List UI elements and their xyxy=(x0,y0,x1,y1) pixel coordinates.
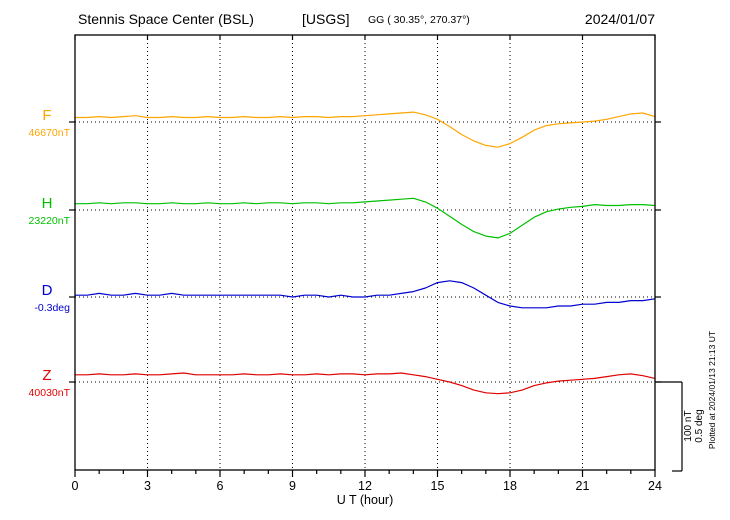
x-axis-label: U T (hour) xyxy=(337,493,394,507)
plot-frame xyxy=(74,34,656,471)
trace-H xyxy=(74,197,656,239)
x-tick-label-15: 15 xyxy=(431,479,445,493)
series-label-Z: Z xyxy=(42,367,51,384)
date-label: 2024/01/07 xyxy=(585,11,655,27)
trace-Z xyxy=(74,372,656,395)
series-value-D: -0.3deg xyxy=(34,302,70,314)
x-tick-label-6: 6 xyxy=(217,479,224,493)
geo-coords: GG ( 30.35°, 270.37°) xyxy=(368,14,470,26)
axis-layer xyxy=(69,35,661,477)
series-value-H: 23220nT xyxy=(29,215,71,227)
scale-deg-label: 0.5 deg xyxy=(694,409,705,442)
series-label-H: H xyxy=(42,195,53,212)
plotted-at-stamp: Plotted at 2024/01/13 21:13 UT xyxy=(707,331,717,449)
trace-F xyxy=(74,111,656,148)
series-value-F: 46670nT xyxy=(29,127,71,139)
x-tick-label-9: 9 xyxy=(289,479,296,493)
tick-label-layer: 0 3 6 9 12 15 18 21 24 F 46670nT H 23220nT D -0.3deg Z 4… xyxy=(29,107,662,493)
series-label-D: D xyxy=(42,282,53,299)
series-label-F: F xyxy=(42,107,51,124)
x-tick-label-21: 21 xyxy=(576,479,590,493)
agency-label: [USGS] xyxy=(302,11,349,27)
x-tick-label-3: 3 xyxy=(144,479,151,493)
amplitude-scale-bar: 100 nT 0.5 deg xyxy=(655,381,705,472)
x-tick-label-24: 24 xyxy=(648,479,662,493)
series-value-Z: 40030nT xyxy=(29,387,71,399)
x-tick-label-12: 12 xyxy=(358,479,372,493)
station-title: Stennis Space Center (BSL) xyxy=(78,11,254,27)
trace-D xyxy=(74,280,656,309)
trace-layer xyxy=(74,111,656,395)
x-tick-label-0: 0 xyxy=(72,479,79,493)
scale-nt-label: 100 nT xyxy=(683,410,694,441)
x-tick-label-18: 18 xyxy=(503,479,517,493)
grid-layer xyxy=(75,35,655,470)
